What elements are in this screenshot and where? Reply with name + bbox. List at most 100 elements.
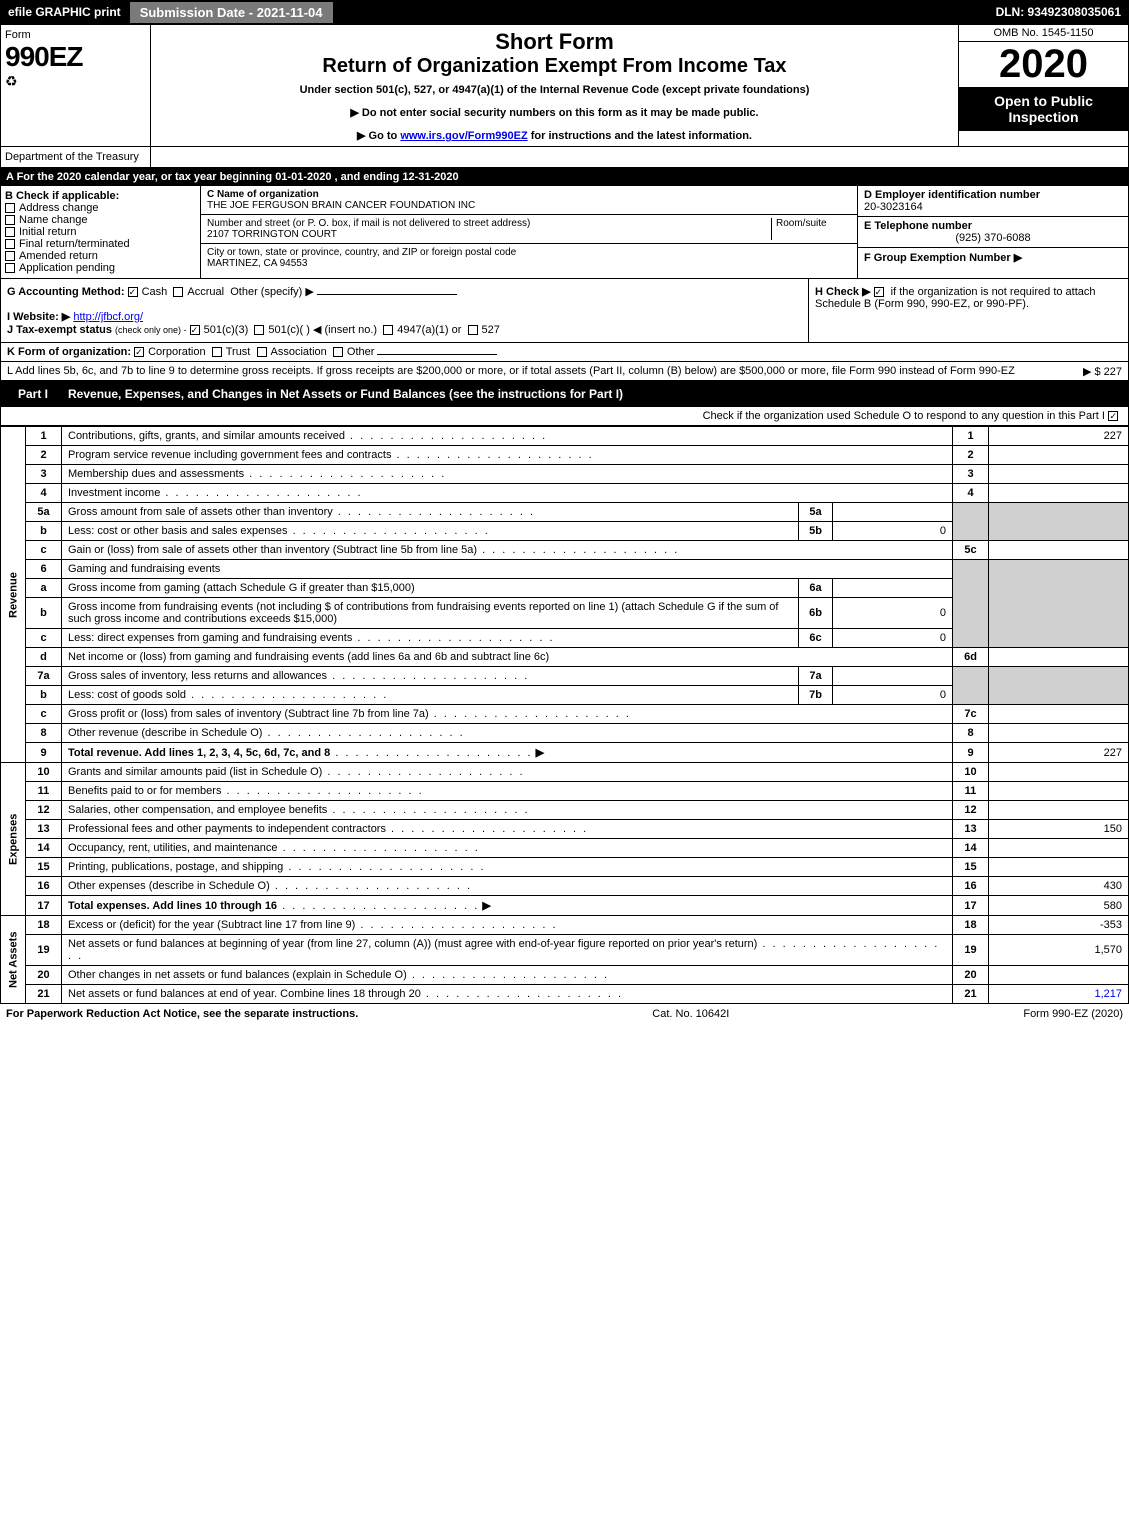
group-arrow: ▶: [1014, 252, 1022, 264]
checkbox-final-return[interactable]: Final return/terminated: [5, 238, 196, 250]
h-label: H Check ▶: [815, 286, 871, 298]
table-row: 3 Membership dues and assessments 3: [1, 465, 1129, 484]
org-name-label: C Name of organization: [207, 189, 851, 200]
table-row: 13 Professional fees and other payments …: [1, 820, 1129, 839]
checkbox-h[interactable]: [874, 287, 884, 297]
submission-date: Submission Date - 2021-11-04: [129, 1, 334, 24]
room-suite-label: Room/suite: [771, 218, 851, 240]
j-sub: (check only one) -: [115, 325, 187, 335]
no-ssn-note: ▶ Do not enter social security numbers o…: [159, 106, 950, 119]
footer: For Paperwork Reduction Act Notice, see …: [0, 1004, 1129, 1024]
city-label: City or town, state or province, country…: [207, 247, 851, 258]
l-text: L Add lines 5b, 6c, and 7b to line 9 to …: [7, 365, 1015, 377]
l-amount: ▶ $ 227: [1083, 365, 1122, 378]
g-other: Other (specify) ▶: [230, 286, 314, 298]
checkbox-initial-return[interactable]: Initial return: [5, 226, 196, 238]
table-row: 2 Program service revenue including gove…: [1, 446, 1129, 465]
ein-label: D Employer identification number: [864, 189, 1122, 201]
city-row: City or town, state or province, country…: [201, 244, 857, 272]
checkbox-amended-return[interactable]: Amended return: [5, 250, 196, 262]
checkbox-4947[interactable]: [383, 325, 393, 335]
i-label: I Website: ▶: [7, 311, 70, 323]
form-header: Form 990EZ ♻ Short Form Return of Organi…: [0, 24, 1129, 147]
checkbox-accrual[interactable]: [173, 287, 183, 297]
group-row: F Group Exemption Number ▶: [858, 248, 1128, 267]
efile-label: efile GRAPHIC print: [0, 2, 129, 22]
checkbox-other-org[interactable]: [333, 347, 343, 357]
table-row: 7a Gross sales of inventory, less return…: [1, 667, 1129, 686]
part1-check-row: Check if the organization used Schedule …: [0, 407, 1129, 426]
form-number: 990EZ: [5, 41, 146, 73]
checkbox-corporation[interactable]: [134, 347, 144, 357]
recycle-icon: ♻: [5, 73, 146, 90]
table-row: 4 Investment income 4: [1, 484, 1129, 503]
website-link[interactable]: http://jfbcf.org/: [73, 311, 143, 323]
top-bar: efile GRAPHIC print Submission Date - 20…: [0, 0, 1129, 24]
checkbox-schedule-o[interactable]: [1108, 411, 1118, 421]
revenue-label: Revenue: [1, 427, 26, 763]
line-g: G Accounting Method: Cash Accrual Other …: [1, 279, 808, 342]
table-row: Revenue 1 Contributions, gifts, grants, …: [1, 427, 1129, 446]
checkbox-association[interactable]: [257, 347, 267, 357]
line-l: L Add lines 5b, 6c, and 7b to line 9 to …: [0, 362, 1129, 381]
ein-value: 20-3023164: [864, 201, 1122, 213]
phone-label: E Telephone number: [864, 220, 1122, 232]
dln-label: DLN: 93492308035061: [988, 2, 1129, 22]
part1-title: Revenue, Expenses, and Changes in Net As…: [68, 387, 623, 401]
checkbox-trust[interactable]: [212, 347, 222, 357]
table-row: d Net income or (loss) from gaming and f…: [1, 648, 1129, 667]
checkbox-application-pending[interactable]: Application pending: [5, 262, 196, 274]
table-row: 15 Printing, publications, postage, and …: [1, 858, 1129, 877]
other-org-line[interactable]: [377, 354, 497, 355]
footer-center: Cat. No. 10642I: [358, 1008, 1023, 1020]
org-name: THE JOE FERGUSON BRAIN CANCER FOUNDATION…: [207, 200, 851, 211]
goto-instructions: ▶ Go to www.irs.gov/Form990EZ for instru…: [159, 129, 950, 142]
tax-year: 2020: [959, 42, 1128, 87]
org-city: MARTINEZ, CA 94553: [207, 258, 851, 269]
under-section: Under section 501(c), 527, or 4947(a)(1)…: [159, 84, 950, 96]
footer-right: Form 990-EZ (2020): [1023, 1008, 1123, 1020]
checkbox-501c3[interactable]: [190, 325, 200, 335]
footer-left: For Paperwork Reduction Act Notice, see …: [6, 1008, 358, 1020]
header-left: Form 990EZ ♻: [1, 25, 151, 146]
table-row: c Gain or (loss) from sale of assets oth…: [1, 541, 1129, 560]
checkbox-cash[interactable]: [128, 287, 138, 297]
gh-row: G Accounting Method: Cash Accrual Other …: [0, 279, 1129, 343]
checkbox-address-change[interactable]: Address change: [5, 202, 196, 214]
table-row: Expenses 10 Grants and similar amounts p…: [1, 763, 1129, 782]
dept-row: Department of the Treasury: [0, 147, 1129, 168]
checkbox-501c[interactable]: [254, 325, 264, 335]
checkbox-name-change[interactable]: Name change: [5, 214, 196, 226]
line-num: 1: [26, 427, 62, 446]
part1-header: Part I Revenue, Expenses, and Changes in…: [0, 381, 1129, 407]
j-label: J Tax-exempt status: [7, 324, 112, 336]
expenses-label: Expenses: [1, 763, 26, 916]
omb-number: OMB No. 1545-1150: [959, 25, 1128, 42]
addr-label: Number and street (or P. O. box, if mail…: [207, 218, 771, 229]
form-label: Form: [5, 29, 146, 41]
table-row: 12 Salaries, other compensation, and emp…: [1, 801, 1129, 820]
org-address: 2107 TORRINGTON COURT: [207, 229, 771, 240]
phone-value: (925) 370-6088: [864, 232, 1122, 244]
table-row: c Gross profit or (loss) from sales of i…: [1, 705, 1129, 724]
table-row: 14 Occupancy, rent, utilities, and maint…: [1, 839, 1129, 858]
section-b-header: B Check if applicable:: [5, 190, 196, 202]
table-row: 19 Net assets or fund balances at beginn…: [1, 935, 1129, 966]
checkbox-527[interactable]: [468, 325, 478, 335]
irs-link[interactable]: www.irs.gov/Form990EZ: [400, 130, 527, 142]
netassets-label: Net Assets: [1, 916, 26, 1004]
group-label: F Group Exemption Number: [864, 252, 1011, 264]
line-h: H Check ▶ if the organization is not req…: [808, 279, 1128, 342]
section-c: C Name of organization THE JOE FERGUSON …: [201, 186, 858, 278]
header-center: Short Form Return of Organization Exempt…: [151, 25, 958, 146]
section-a: A For the 2020 calendar year, or tax yea…: [0, 168, 1129, 186]
return-title: Return of Organization Exempt From Incom…: [159, 55, 950, 78]
addr-row: Number and street (or P. O. box, if mail…: [201, 215, 857, 244]
section-b: B Check if applicable: Address change Na…: [1, 186, 201, 278]
table-row: 17 Total expenses. Add lines 10 through …: [1, 896, 1129, 916]
ein-row: D Employer identification number 20-3023…: [858, 186, 1128, 217]
table-row: 9 Total revenue. Add lines 1, 2, 3, 4, 5…: [1, 743, 1129, 763]
other-specify-line[interactable]: [317, 294, 457, 295]
table-row: 11 Benefits paid to or for members 11: [1, 782, 1129, 801]
open-to-public: Open to Public Inspection: [959, 87, 1128, 131]
